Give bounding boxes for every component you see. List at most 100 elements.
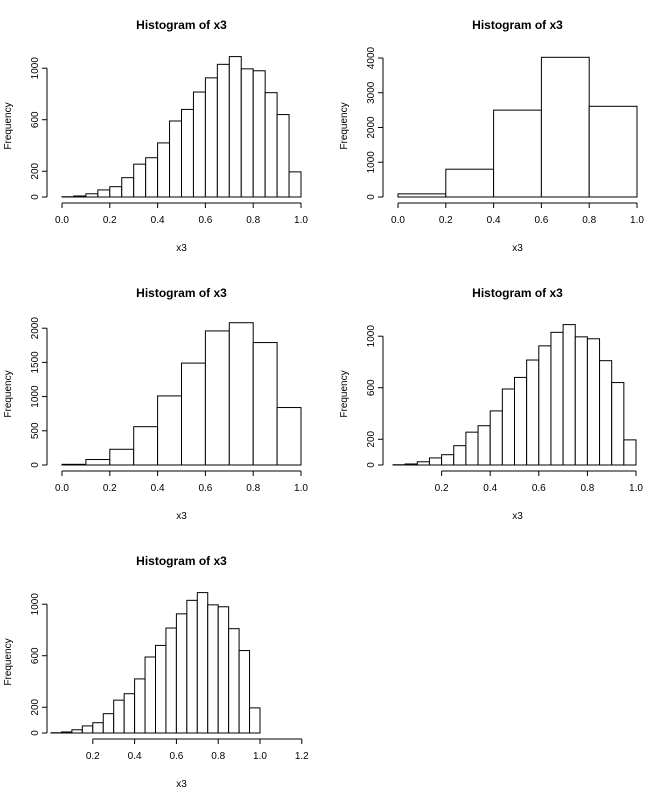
x-tick-label: 1.0 [629, 483, 643, 494]
histogram-bar [445, 168, 495, 198]
histogram-bar [228, 322, 254, 466]
histogram-bar [181, 108, 194, 198]
histogram-bar [216, 63, 230, 198]
x-tick-label: 0.8 [211, 751, 225, 762]
histogram-bar [538, 345, 552, 466]
y-tick-label: 0 [30, 462, 41, 468]
x-tick-label: 0.8 [580, 483, 594, 494]
x-tick-label: 0.6 [198, 483, 212, 494]
y-tick-label: 200 [30, 162, 41, 179]
histogram-bar [586, 338, 601, 466]
y-tick-label: 0 [30, 194, 41, 200]
histogram-bar [288, 171, 302, 198]
histogram-bar [441, 454, 455, 466]
chart-title: Histogram of x3 [472, 286, 563, 300]
x-tick-label: 1.0 [294, 483, 308, 494]
chart-title: Histogram of x3 [136, 554, 227, 568]
y-tick-label: 2000 [30, 317, 41, 340]
histogram-bar [204, 77, 218, 198]
histogram-bar [165, 627, 177, 734]
y-tick-label: 200 [30, 698, 41, 715]
chart-title: Histogram of x3 [472, 18, 563, 32]
histogram-bar [73, 195, 87, 198]
y-axis-label: Frequency [3, 638, 14, 685]
histogram-bar [276, 114, 290, 198]
histogram-panel-1: Histogram of x3 0.0 0.2 0.4 0.6 0.8 1.0 0 200 600… [3, 18, 308, 254]
histogram-bar [175, 613, 188, 734]
histogram-bar [71, 729, 83, 734]
x-tick-label: 0.0 [55, 215, 69, 226]
y-tick-label: 1000 [366, 151, 377, 174]
histogram-bar [252, 70, 266, 198]
histogram-panel-3: Histogram of x3 0.0 0.2 0.4 0.6 0.8 1.0 0 500 100… [3, 286, 308, 522]
chart-title: Histogram of x3 [136, 286, 227, 300]
histogram-bar [397, 193, 447, 198]
y-axis-label: Frequency [3, 370, 14, 417]
x-tick-label: 0.0 [55, 483, 69, 494]
histogram-bar [428, 457, 443, 466]
y-tick-label: 2000 [366, 116, 377, 139]
histogram-bar [133, 163, 147, 198]
histogram-bar [465, 431, 479, 466]
histogram-bar [145, 157, 159, 198]
y-tick-label: 0 [30, 730, 41, 736]
histogram-bar [526, 359, 540, 466]
histogram-bar [61, 463, 87, 466]
histogram-bar [155, 644, 167, 734]
x-tick-label: 0.4 [151, 215, 165, 226]
x-axis-label: x3 [176, 511, 187, 522]
x-tick-label: 0.8 [246, 215, 260, 226]
histogram-bar [540, 56, 590, 198]
histogram-panel-5: Histogram of x3 0.2 0.4 0.6 0.8 1.0 1.2 0 200 600… [3, 554, 309, 790]
y-tick-label: 200 [366, 430, 377, 447]
y-tick-label: 1000 [30, 385, 41, 408]
y-tick-label: 4000 [366, 46, 377, 69]
x-tick-label: 0.4 [128, 751, 142, 762]
histogram-bar [196, 592, 209, 734]
x-tick-label: 0.2 [103, 215, 117, 226]
histogram-bar [109, 448, 135, 466]
y-tick-label: 1000 [366, 325, 377, 348]
y-tick-label: 3000 [366, 81, 377, 104]
y-axis-label: Frequency [339, 370, 350, 417]
histogram-bar [240, 68, 254, 198]
histogram-bar [134, 678, 146, 734]
y-tick-label: 600 [30, 647, 41, 664]
x-tick-label: 0.2 [86, 751, 100, 762]
histogram-bar [102, 713, 115, 734]
x-tick-label: 1.0 [253, 751, 267, 762]
x-tick-label: 0.0 [391, 215, 405, 226]
histogram-panel-4: Histogram of x3 0.2 0.4 0.6 0.8 1.0 0 200 600 100… [339, 286, 643, 522]
histogram-bar [550, 331, 564, 466]
histogram-bar [133, 426, 159, 466]
histogram-bar [97, 189, 111, 198]
histogram-bar [562, 324, 576, 466]
histogram-bar [228, 56, 242, 198]
y-tick-label: 1000 [30, 57, 41, 80]
x-tick-label: 1.2 [295, 751, 309, 762]
y-tick-label: 500 [30, 422, 41, 439]
x-tick-label: 1.0 [630, 215, 644, 226]
histogram-bar [157, 395, 183, 466]
histogram-bar [623, 439, 637, 466]
x-tick-label: 0.8 [246, 483, 260, 494]
histogram-bar [192, 91, 206, 198]
histogram-bar [60, 731, 73, 734]
x-axis-label: x3 [512, 243, 523, 254]
histogram-bar [264, 92, 278, 198]
histogram-bar [228, 628, 240, 734]
x-tick-label: 0.4 [483, 483, 497, 494]
x-tick-label: 0.6 [534, 215, 548, 226]
histogram-bar [489, 410, 503, 466]
histogram-bar [181, 362, 206, 466]
histogram-bar [611, 382, 625, 466]
histogram-bar [186, 599, 198, 734]
histogram-bar [249, 707, 261, 734]
x-tick-label: 0.2 [435, 483, 449, 494]
histogram-panel-2: Histogram of x3 0.0 0.2 0.4 0.6 0.8 1.0 0 1000 20… [339, 18, 644, 254]
histogram-bar [416, 461, 430, 466]
histogram-bar [92, 722, 104, 734]
y-axis-label: Frequency [339, 102, 350, 149]
histogram-bar [85, 193, 99, 198]
